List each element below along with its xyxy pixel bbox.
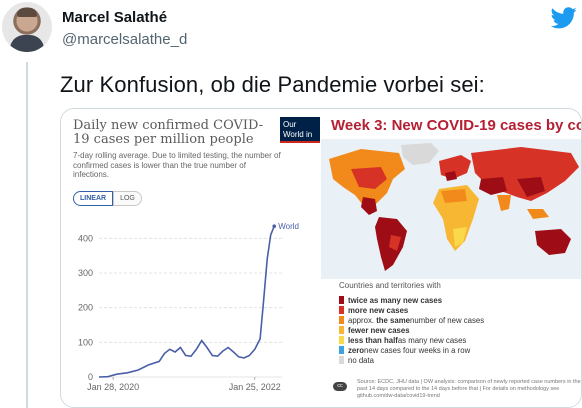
legend-item: twice as many new cases — [339, 295, 484, 305]
dw-map-panel: Week 3: New COVID-19 cases by country — [321, 109, 581, 407]
series-end-point — [272, 224, 277, 228]
legend-swatch — [339, 296, 344, 304]
legend-item: approx. the same number of new cases — [339, 315, 484, 325]
twitter-bird-icon[interactable] — [551, 7, 577, 29]
legend-item: fewer new cases — [339, 325, 484, 335]
tweet-text: Zur Konfusion, ob die Pandemie vorbei se… — [60, 72, 485, 97]
chart-title: Daily new confirmed COVID-19 cases per m… — [73, 118, 264, 147]
author-name[interactable]: Marcel Salathé — [62, 9, 168, 26]
owid-logo-text: Our World in Data — [283, 120, 313, 149]
owid-logo-bar — [280, 141, 320, 143]
legend-label: twice as many new cases — [348, 295, 443, 305]
legend-item: no data — [339, 355, 484, 365]
legend-swatch — [339, 346, 344, 354]
linear-toggle[interactable]: LINEAR — [73, 191, 114, 206]
legend-swatch — [339, 326, 344, 334]
thread-line — [26, 62, 28, 408]
series-line-world — [98, 225, 275, 378]
legend-label: no data — [348, 355, 375, 365]
x-tick-label: Jan 25, 2022 — [229, 382, 281, 392]
legend-swatch — [339, 336, 344, 344]
legend-label: less than half — [348, 335, 398, 345]
legend-swatch — [339, 316, 344, 324]
line-chart: 0 100 200 300 400 Jan 28, 2020 Jan 25, 2022 Wor… — [78, 222, 299, 392]
y-tick-label: 300 — [78, 268, 93, 278]
avatar-hair — [17, 8, 37, 17]
owid-chart-panel: Daily new confirmed COVID-19 cases per m… — [61, 109, 321, 407]
legend-label-post: number of new cases — [410, 315, 485, 325]
legend-swatch — [339, 356, 344, 364]
chart-subtitle: 7-day rolling average. Due to limited te… — [73, 151, 281, 179]
map-legend: twice as many new cases more new cases a… — [339, 295, 484, 365]
legend-label-rest: as many new cases — [397, 335, 467, 345]
legend-label: zero — [348, 345, 365, 355]
log-toggle[interactable]: LOG — [113, 191, 142, 206]
avatar-shirt — [10, 35, 44, 52]
legend-label-pre: approx. — [348, 315, 375, 325]
legend-item: more new cases — [339, 305, 484, 315]
y-tick-label: 100 — [78, 337, 93, 347]
creative-commons-icon: cc — [333, 382, 347, 391]
legend-label: the same — [376, 315, 410, 325]
y-tick-label: 200 — [78, 303, 93, 313]
author-handle[interactable]: @marcelsalathe_d — [62, 31, 188, 48]
legend-label-rest: new cases four weeks in a row — [364, 345, 471, 355]
map-title: Week 3: New COVID-19 cases by country — [331, 117, 581, 134]
x-tick-label: Jan 28, 2020 — [87, 382, 139, 392]
world-map — [321, 139, 581, 279]
scale-toggle: LINEAR LOG — [73, 191, 142, 206]
author-avatar[interactable] — [2, 2, 52, 52]
owid-logo: Our World in Data — [280, 117, 320, 149]
y-tick-label: 0 — [88, 372, 93, 382]
legend-swatch — [339, 306, 344, 314]
y-tick-label: 400 — [78, 233, 93, 243]
legend-heading: Countries and territories with — [339, 281, 441, 290]
legend-item: less than half as many new cases — [339, 335, 484, 345]
map-source: Source: ECDC, JHU data | OW analysis: co… — [357, 379, 581, 399]
series-label: World — [278, 222, 299, 231]
legend-item: zero new cases four weeks in a row — [339, 345, 484, 355]
tweet-media[interactable]: Daily new confirmed COVID-19 cases per m… — [60, 108, 582, 408]
legend-label: more new cases — [348, 305, 409, 315]
legend-label: fewer new cases — [348, 325, 410, 335]
